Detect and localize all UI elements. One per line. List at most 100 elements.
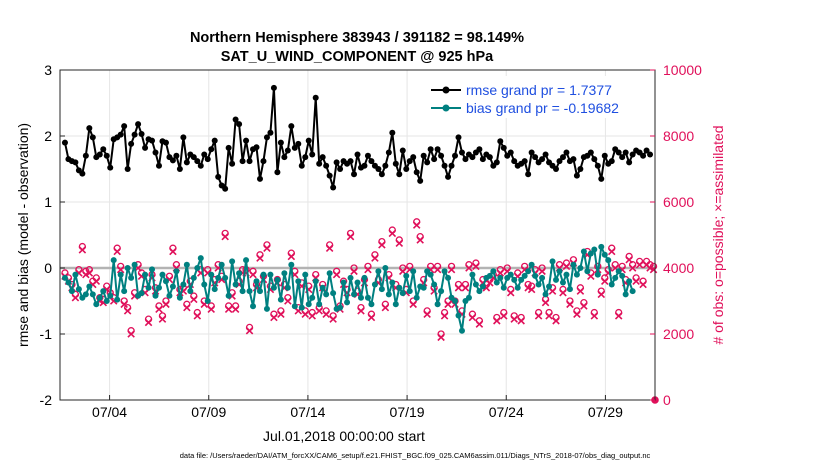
left-tick-label: 2 bbox=[44, 128, 52, 144]
bias-point bbox=[295, 278, 302, 285]
obs-assimilated-point bbox=[573, 310, 581, 318]
bias-point bbox=[542, 291, 549, 298]
bias-point bbox=[215, 274, 222, 281]
rmse-point bbox=[263, 134, 270, 141]
obs-assimilated-point bbox=[371, 254, 379, 262]
legend-bias-label: bias grand pr = -0.19682 bbox=[466, 100, 619, 116]
obs-assimilated-point bbox=[412, 221, 421, 229]
rmse-point bbox=[298, 162, 305, 169]
rmse-point bbox=[417, 177, 424, 184]
plot-frame bbox=[59, 69, 656, 401]
obs-assimilated-point bbox=[437, 333, 445, 342]
obs-assimilated-point bbox=[433, 265, 442, 274]
bias-point bbox=[222, 274, 229, 281]
rmse-point bbox=[149, 137, 156, 144]
bias-point bbox=[270, 284, 277, 291]
rmse-point bbox=[215, 173, 222, 180]
bias-point bbox=[357, 294, 364, 301]
right-tick-label: 6000 bbox=[663, 194, 694, 210]
rmse-point bbox=[392, 160, 399, 167]
bias-point bbox=[497, 274, 504, 281]
obs-assimilated-point bbox=[155, 305, 163, 314]
bias-point bbox=[535, 281, 542, 288]
rmse-point bbox=[615, 149, 622, 156]
obs-assimilated-point bbox=[559, 288, 567, 297]
obs-assimilated-point bbox=[123, 307, 132, 315]
rmse-point bbox=[316, 160, 323, 167]
bias-point bbox=[361, 274, 368, 281]
obs-assimilated-point bbox=[224, 305, 233, 314]
legend: rmse grand pr = 1.7377 bias grand pr = -… bbox=[424, 76, 651, 118]
bias-point bbox=[340, 279, 347, 286]
bias-point bbox=[626, 278, 633, 285]
rmse-point bbox=[277, 139, 284, 146]
obs-assimilated-point bbox=[92, 277, 101, 285]
rmse-point bbox=[86, 125, 93, 132]
bias-point bbox=[479, 283, 486, 290]
rmse-point bbox=[378, 171, 385, 178]
rmse-point bbox=[410, 154, 417, 161]
rmse-point bbox=[291, 144, 298, 151]
rmse-point bbox=[260, 158, 267, 165]
rmse-point bbox=[438, 152, 445, 159]
rmse-point bbox=[406, 158, 413, 165]
obs-assimilated-point bbox=[85, 269, 94, 277]
bias-point bbox=[145, 284, 152, 291]
rmse-point bbox=[312, 94, 319, 101]
bias-point bbox=[117, 271, 124, 278]
obs-assimilated-point bbox=[249, 270, 257, 279]
obs-assimilated-point bbox=[614, 312, 623, 320]
rmse-point bbox=[107, 164, 114, 171]
rmse-point bbox=[288, 123, 295, 130]
bias-point bbox=[124, 265, 131, 271]
rmse-point bbox=[222, 185, 229, 192]
rmse-point bbox=[197, 162, 204, 169]
bias-point bbox=[243, 257, 250, 264]
bias-point bbox=[521, 272, 528, 279]
obs-assimilated-point bbox=[447, 265, 456, 274]
rmse-point bbox=[89, 134, 96, 141]
rmse-point bbox=[427, 146, 434, 153]
rmse-point bbox=[458, 149, 465, 156]
rmse-point bbox=[243, 137, 250, 144]
rmse-point bbox=[121, 123, 128, 130]
obs-assimilated-point bbox=[346, 232, 355, 241]
bias-point bbox=[382, 265, 389, 271]
obs-assimilated-point bbox=[367, 313, 376, 322]
obs-assimilated-point bbox=[277, 310, 285, 318]
obs-assimilated-point bbox=[566, 300, 574, 309]
obs-assimilated-point bbox=[510, 315, 518, 323]
bias-point bbox=[197, 255, 204, 262]
rmse-point bbox=[354, 151, 361, 158]
bias-point bbox=[378, 286, 385, 293]
bias-point bbox=[121, 288, 128, 295]
rmse-point bbox=[539, 156, 546, 163]
obs-assimilated-point bbox=[284, 297, 292, 305]
obs-assimilated-point bbox=[423, 310, 431, 318]
bias-point bbox=[330, 290, 337, 297]
rmse-point bbox=[305, 137, 312, 144]
bias-point bbox=[368, 301, 375, 308]
bias-point bbox=[403, 272, 410, 279]
rmse-point bbox=[152, 149, 159, 156]
bias-point bbox=[532, 272, 539, 279]
right-tick-label: 8000 bbox=[663, 128, 694, 144]
bias-point bbox=[472, 281, 479, 288]
obs-assimilated-point bbox=[409, 300, 417, 309]
obs-assimilated-point bbox=[325, 244, 334, 252]
rmse-point bbox=[511, 158, 518, 165]
bias-point bbox=[525, 268, 532, 275]
obs-assimilated-point bbox=[601, 277, 609, 285]
bias-point bbox=[173, 268, 180, 275]
obs-assimilated-point bbox=[632, 277, 640, 285]
obs-assimilated-point bbox=[350, 267, 358, 276]
rmse-point bbox=[469, 154, 476, 161]
obs-assimilated-point bbox=[454, 284, 463, 292]
rmse-point bbox=[270, 84, 277, 91]
bias-point bbox=[211, 286, 218, 293]
obs-assimilated-point bbox=[207, 305, 215, 314]
obs-assimilated-point bbox=[270, 313, 278, 322]
rmse-point bbox=[79, 170, 86, 177]
rmse-point bbox=[497, 138, 504, 145]
